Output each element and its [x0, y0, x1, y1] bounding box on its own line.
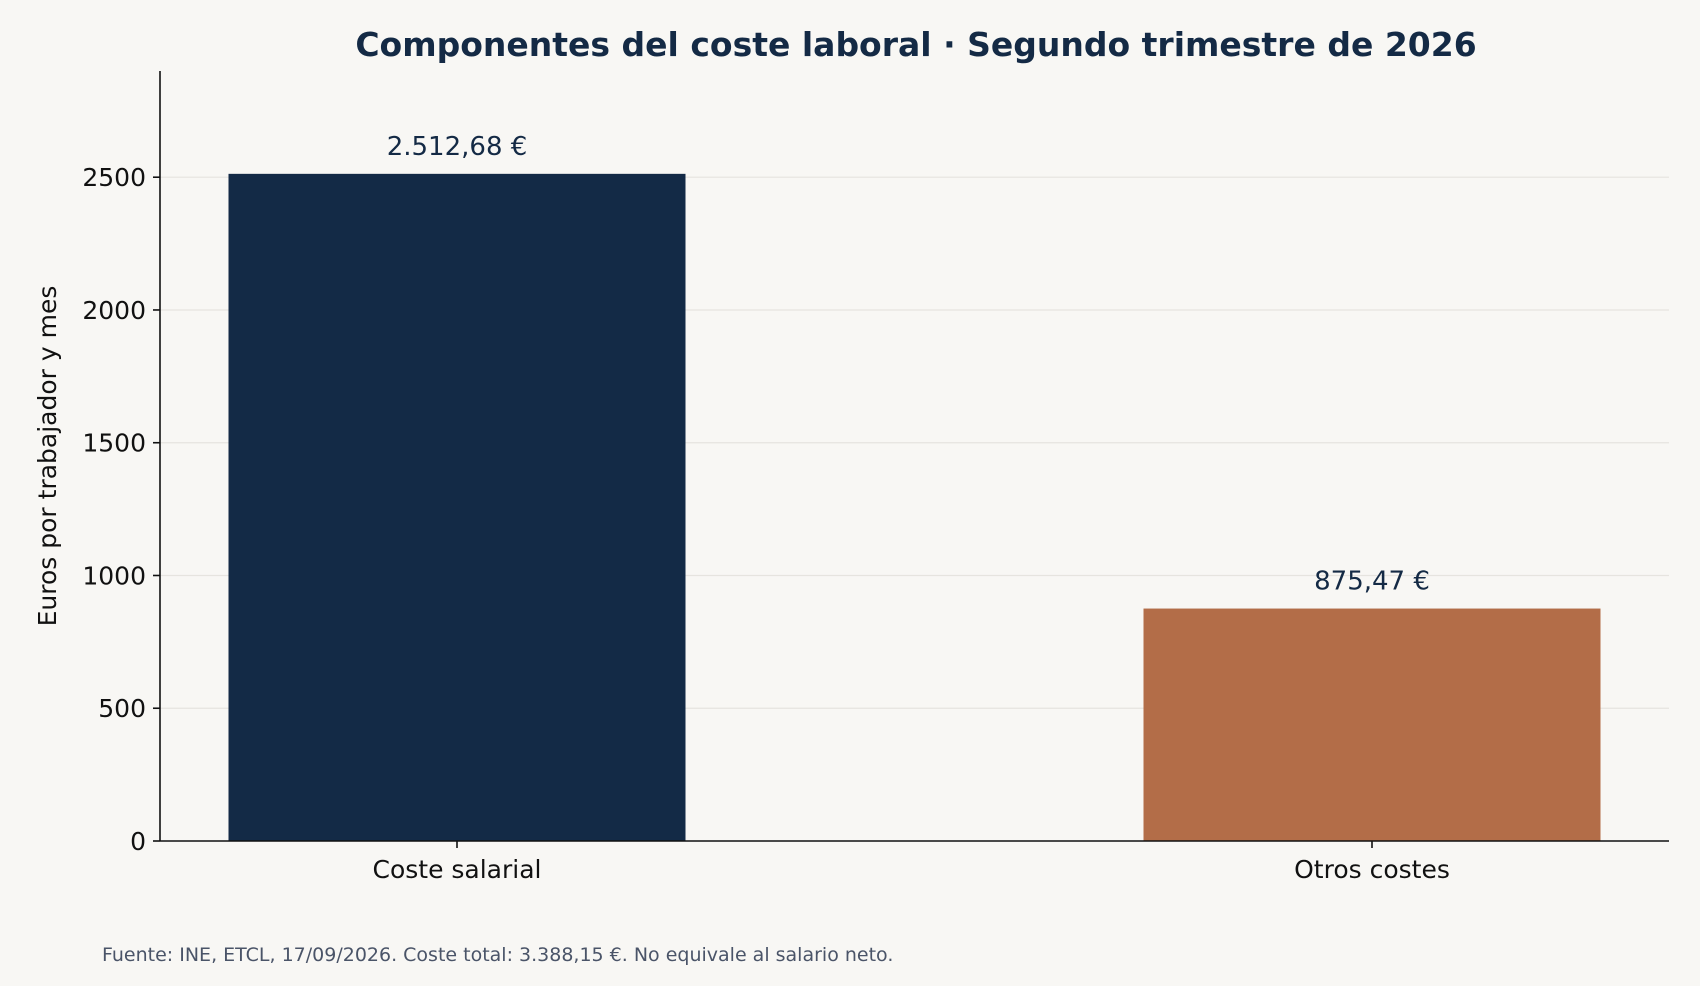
x-tick-label: Otros costes — [1294, 855, 1450, 884]
y-tick-label: 1000 — [82, 561, 146, 590]
y-tick-label: 0 — [130, 827, 146, 856]
y-tick-label: 1500 — [82, 429, 146, 458]
x-ticks: Coste salarial Otros costes — [372, 841, 1450, 884]
bar-otros-costes — [1143, 608, 1601, 841]
y-ticks: 0 500 1000 1500 2000 2500 — [82, 163, 160, 856]
source-note: Fuente: INE, ETCL, 17/09/2026. Coste tot… — [102, 944, 893, 966]
data-label: 2.512,68 € — [387, 132, 528, 162]
x-tick-label: Coste salarial — [372, 855, 541, 884]
y-axis-label: Euros por trabajador y mes — [33, 286, 62, 627]
data-label: 875,47 € — [1314, 567, 1430, 597]
chart-title: Componentes del coste laboral · Segundo … — [355, 25, 1476, 64]
y-tick-label: 500 — [98, 694, 146, 723]
bars — [228, 173, 1601, 841]
axes — [159, 71, 1669, 842]
y-tick-label: 2000 — [82, 296, 146, 325]
bar-coste-salarial — [228, 173, 686, 841]
data-labels: 2.512,68 € 875,47 € — [387, 132, 1430, 597]
y-tick-label: 2500 — [82, 163, 146, 192]
